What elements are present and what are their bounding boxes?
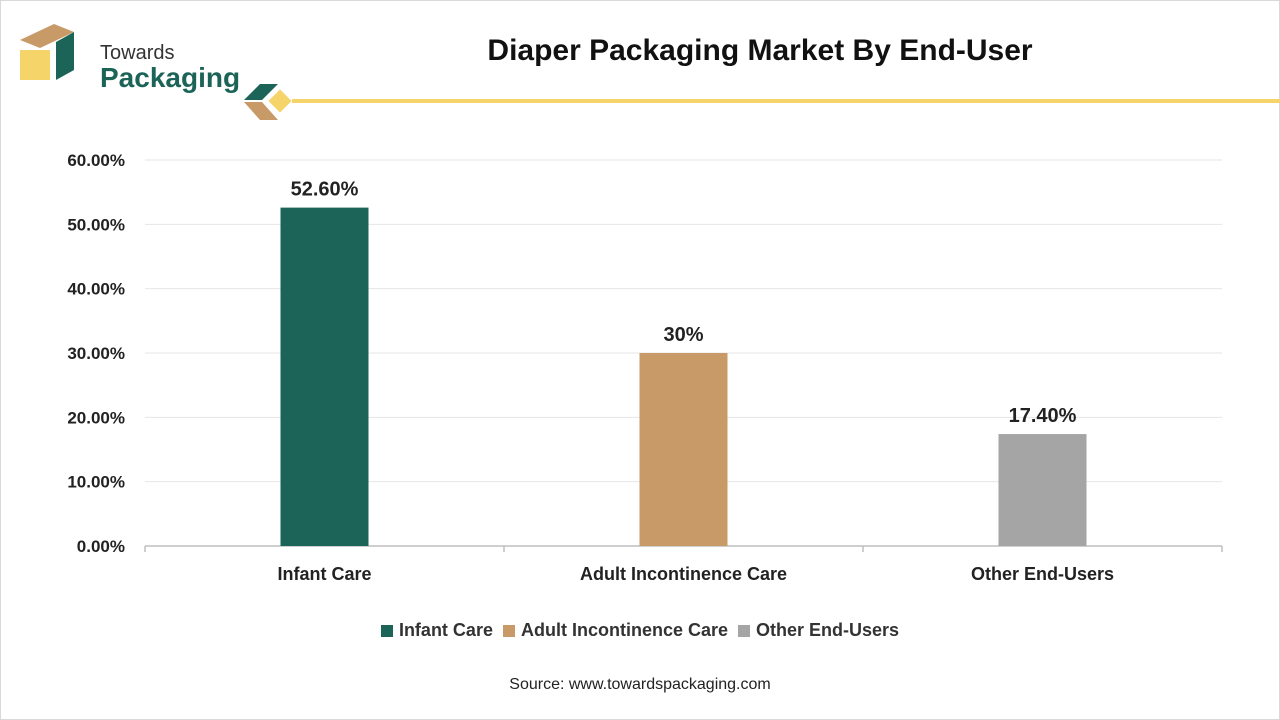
y-tick-label: 60.00% bbox=[67, 151, 125, 170]
box-logo-icon bbox=[20, 24, 74, 80]
x-tick-label-adult-incontinence-care: Adult Incontinence Care bbox=[580, 564, 787, 584]
title-accent-line bbox=[244, 84, 1280, 120]
data-label-other-end-users: 17.40% bbox=[1009, 405, 1077, 427]
x-tick-label-other-end-users: Other End-Users bbox=[971, 564, 1114, 584]
y-tick-label: 0.00% bbox=[77, 537, 125, 556]
bar-infant-care bbox=[280, 207, 369, 546]
source-note: Source: www.towardspackaging.com bbox=[509, 676, 771, 693]
legend-swatch-other-end-users bbox=[738, 624, 750, 637]
y-tick-label: 20.00% bbox=[67, 408, 125, 427]
accent-chevron-green-icon bbox=[244, 84, 278, 100]
logo-text-towards: Towards bbox=[100, 42, 175, 64]
x-tick-label-infant-care: Infant Care bbox=[277, 564, 371, 584]
data-label-infant-care: 52.60% bbox=[291, 179, 359, 201]
logo-text-packaging: Packaging bbox=[100, 62, 241, 93]
bar-other-end-users bbox=[998, 434, 1087, 546]
accent-rule bbox=[292, 99, 1280, 103]
towards-packaging-logo: Towards Packaging bbox=[16, 20, 240, 93]
legend-item-adult-incontinence-care: Adult Incontinence Care bbox=[502, 620, 728, 641]
legend-label-adult-incontinence-care: Adult Incontinence Care bbox=[520, 620, 728, 640]
bar-chart: 0.00% 10.00% 20.00% 30.00% 40.00% 50.00% 60.00… bbox=[67, 151, 1223, 584]
legend-label-infant-care: Infant Care bbox=[398, 620, 493, 640]
y-tick-label: 30.00% bbox=[67, 344, 125, 363]
chart-title: Diaper Packaging Market By End-User bbox=[487, 34, 1033, 67]
bar-adult-incontinence-care bbox=[639, 353, 728, 546]
legend-label-other-end-users: Other End-Users bbox=[756, 620, 900, 640]
legend-item-infant-care: Infant Care bbox=[380, 620, 493, 641]
legend-swatch-infant-care bbox=[380, 624, 393, 637]
y-tick-label: 40.00% bbox=[67, 280, 125, 299]
accent-diamond-icon bbox=[265, 86, 295, 116]
accent-chevron-tan-icon bbox=[244, 102, 278, 120]
data-label-adult-incontinence-care: 30% bbox=[663, 324, 703, 346]
legend-item-other-end-users: Other End-Users bbox=[738, 620, 899, 641]
y-tick-label: 50.00% bbox=[67, 215, 125, 234]
legend-swatch-adult-incontinence-care bbox=[502, 624, 515, 637]
chart-legend: Infant Care Adult Incontinence Care Othe… bbox=[0, 620, 1280, 641]
y-tick-label: 10.00% bbox=[67, 473, 125, 492]
